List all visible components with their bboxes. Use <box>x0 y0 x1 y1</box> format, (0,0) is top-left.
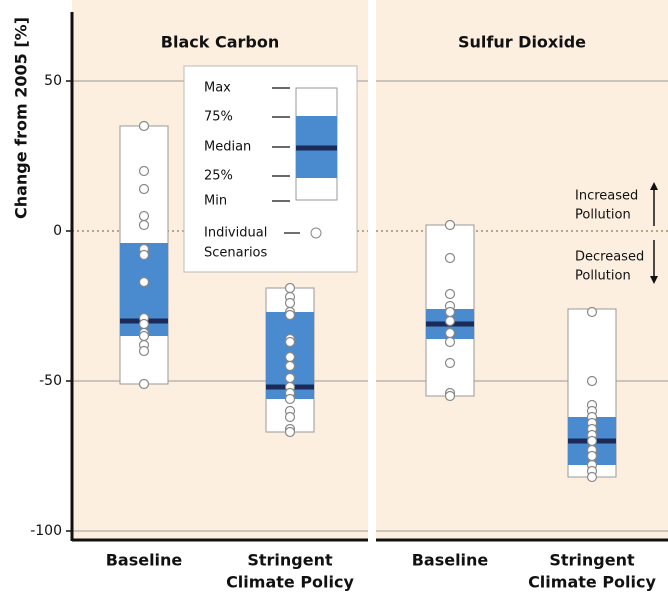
scenario-point <box>444 306 456 318</box>
y-tick-label: 0 <box>53 223 62 239</box>
legend-ticks <box>272 87 300 234</box>
legend-label: 25% <box>204 169 233 184</box>
scenario-point <box>444 336 456 348</box>
annotations: Increased Pollution Decreased Pollution <box>575 182 658 284</box>
scenario-point <box>138 210 150 222</box>
scenario-point <box>138 219 150 231</box>
scenario-point <box>138 345 150 357</box>
scenario-point <box>444 288 456 300</box>
annotation: Increased <box>575 189 638 204</box>
panel-title: Black Carbon <box>161 33 279 52</box>
scenario-point <box>284 336 296 348</box>
scenario-point <box>444 390 456 402</box>
scenario-point <box>444 327 456 339</box>
scenario-point <box>138 330 150 342</box>
scenario-point <box>284 393 296 405</box>
y-tick-label: -100 <box>30 523 62 539</box>
x-tick-label: Climate Policy <box>226 573 354 592</box>
scenario-point <box>586 450 598 462</box>
scenario-point <box>586 471 598 483</box>
scenario-point <box>284 309 296 321</box>
scenario-point <box>586 435 598 447</box>
scenario-point <box>138 120 150 132</box>
scenario-point <box>284 372 296 384</box>
scenario-point <box>444 357 456 369</box>
legend-label: Scenarios <box>204 246 268 261</box>
y-tick-label: 50 <box>44 73 62 89</box>
x-tick-label: Baseline <box>412 551 489 570</box>
scenario-point <box>284 282 296 294</box>
legend-label: 75% <box>204 110 233 125</box>
panel-title: Sulfur Dioxide <box>458 33 586 52</box>
annotation: Decreased <box>575 250 644 265</box>
legend-label: Individual <box>204 226 267 241</box>
arrowhead <box>650 182 658 190</box>
scenario-point <box>138 165 150 177</box>
scenario-point <box>284 360 296 372</box>
legend-label: Max <box>204 81 231 96</box>
y-tick-label: -50 <box>39 373 62 389</box>
legend-label: Min <box>204 194 227 209</box>
annotation: Pollution <box>575 269 631 284</box>
scenario-point <box>284 426 296 438</box>
legend-label: Median <box>204 140 251 155</box>
scenario-point <box>138 249 150 261</box>
scenario-point <box>284 297 296 309</box>
scenario-point <box>138 318 150 330</box>
x-tick-label: Baseline <box>106 551 183 570</box>
scenario-point <box>284 351 296 363</box>
scenario-point <box>586 306 598 318</box>
marks <box>119 120 617 483</box>
y-axis-label: Change from 2005 [%] <box>12 17 31 219</box>
panel-background <box>376 0 668 540</box>
annotation: Pollution <box>575 208 631 223</box>
x-tick-label: Climate Policy <box>528 573 656 592</box>
scenario-point <box>138 378 150 390</box>
scenario-point <box>444 252 456 264</box>
x-tick-label: Stringent <box>549 551 635 570</box>
scenario-point <box>284 411 296 423</box>
legend-point <box>310 227 322 239</box>
legend: Max 75% Median 25% Min Individual Scenar… <box>183 65 358 273</box>
scenario-point <box>444 315 456 327</box>
scenario-point <box>586 375 598 387</box>
scenario-point <box>444 219 456 231</box>
scenario-point <box>138 183 150 195</box>
arrowhead <box>650 276 658 284</box>
scenario-point <box>138 276 150 288</box>
x-tick-label: Stringent <box>247 551 333 570</box>
